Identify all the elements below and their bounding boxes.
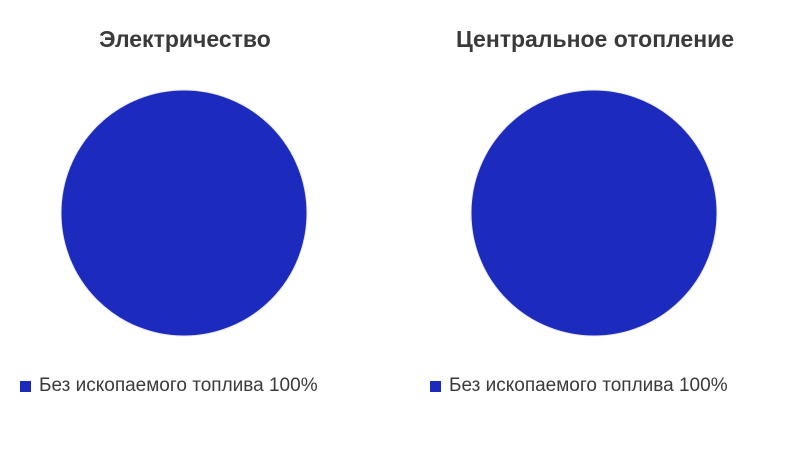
legend: Без ископаемого топлива 100%	[20, 375, 318, 397]
legend-swatch	[430, 380, 441, 392]
chart-title: Электричество	[99, 26, 271, 52]
legend-label: Без ископаемого топлива 100%	[449, 375, 728, 396]
pie-chart	[470, 89, 718, 337]
pie-slice	[470, 89, 718, 337]
chart-electricity: Электричество Без ископаемого топлива 10…	[20, 26, 318, 397]
legend-label: Без ископаемого топлива 100%	[39, 375, 318, 396]
chart-title: Центральное отопление	[455, 26, 735, 52]
pie-chart	[60, 89, 308, 337]
chart-central-heating: Центральное отопление Без ископаемого то…	[410, 0, 800, 450]
legend-swatch	[20, 380, 31, 392]
pie-slice	[60, 89, 308, 337]
legend: Без ископаемого топлива 100%	[430, 375, 728, 397]
